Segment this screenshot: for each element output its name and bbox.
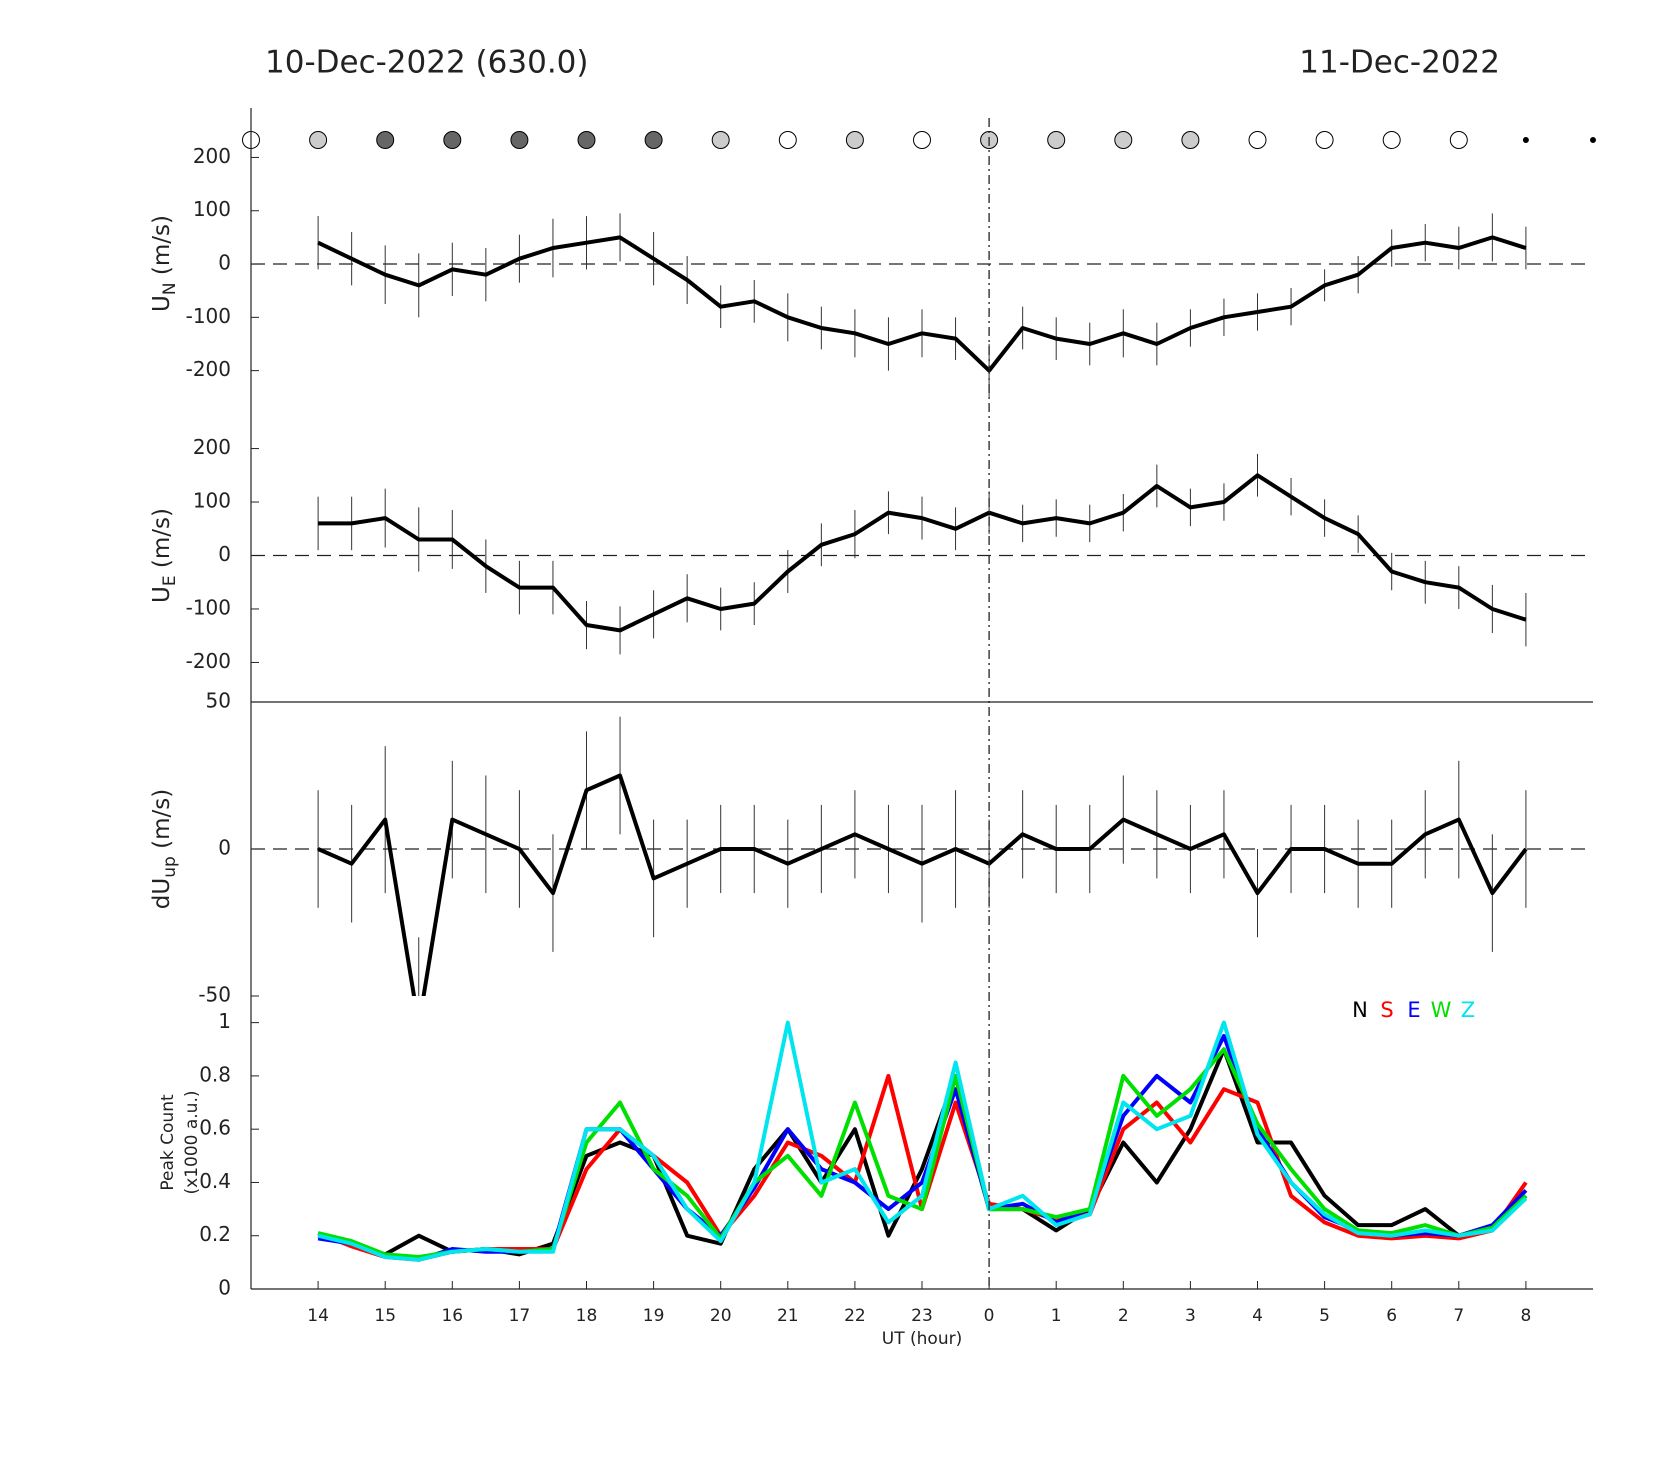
x-axis-label: UT (hour): [882, 1329, 962, 1349]
sky-marker: [376, 131, 395, 149]
y-axis-label: dUup (m/s): [149, 789, 181, 909]
legend-entry: N: [1352, 998, 1368, 1022]
panel: [251, 213, 1593, 398]
legend-entry: E: [1407, 998, 1420, 1022]
sky-marker: [309, 131, 328, 149]
legend-entry: S: [1380, 998, 1393, 1022]
x-tick-label: 7: [1453, 1306, 1464, 1326]
legend-entry: W: [1431, 998, 1452, 1022]
y-label-unit: (m/s): [149, 789, 175, 856]
sky-marker: [1047, 131, 1066, 149]
y-tick-label: 0: [218, 1276, 231, 1300]
x-tick-label: 14: [307, 1306, 329, 1326]
panel: [317, 1020, 1528, 1262]
x-tick-label: 22: [844, 1306, 866, 1326]
panel: [251, 453, 1593, 655]
y-tick-label: 0.2: [199, 1222, 231, 1246]
x-tick-label: 20: [710, 1306, 732, 1326]
sky-marker: [510, 131, 529, 149]
panel: [251, 716, 1593, 996]
x-tick-label: 18: [576, 1306, 598, 1326]
y-axis-label: UE (m/s): [149, 508, 181, 603]
y-tick-label: 0.6: [199, 1116, 231, 1140]
y-tick-label: -200: [186, 649, 231, 673]
y-tick-label: -100: [186, 304, 231, 328]
sky-marker: [845, 131, 864, 149]
x-tick-label: 19: [643, 1306, 665, 1326]
y-tick-label: 100: [193, 197, 231, 221]
x-tick-label: 5: [1319, 1306, 1330, 1326]
sky-marker: [778, 131, 797, 149]
sky-marker: [1449, 131, 1468, 149]
y-tick-label: 100: [193, 489, 231, 513]
sky-marker: [577, 131, 596, 149]
y-tick-label: -200: [186, 357, 231, 381]
y-label-unit: (m/s): [149, 215, 175, 282]
title-right: 11-Dec-2022: [1299, 45, 1500, 81]
title-left: 10-Dec-2022 (630.0): [265, 45, 589, 81]
y-axis-label: (x1000 a.u.): [182, 1091, 202, 1195]
x-tick-label: 21: [777, 1306, 799, 1326]
data-line: [317, 235, 1527, 373]
y-axis-label: UN (m/s): [149, 215, 181, 312]
y-tick-label: 50: [206, 689, 231, 713]
y-tick-label: 0: [218, 542, 231, 566]
x-tick-label: 8: [1520, 1306, 1531, 1326]
y-tick-label: -100: [186, 595, 231, 619]
sky-marker: [1522, 137, 1529, 143]
sky-marker: [1181, 131, 1200, 149]
x-tick-label: 16: [441, 1306, 463, 1326]
y-tick-label: 0.4: [199, 1169, 231, 1193]
y-label-main: dU: [149, 878, 175, 909]
sky-marker: [1590, 137, 1596, 143]
sky-marker: [711, 131, 730, 149]
x-tick-label: 3: [1185, 1306, 1196, 1326]
sky-marker: [913, 131, 931, 149]
sky-marker: [1382, 131, 1401, 149]
sky-marker: [1248, 131, 1267, 149]
y-label-main: U: [149, 295, 175, 312]
sky-marker: [443, 131, 462, 149]
y-label-unit: (m/s): [149, 508, 175, 575]
data-line: [317, 773, 1528, 996]
y-label-sub: up: [160, 856, 180, 878]
y-label-sub: E: [160, 575, 180, 586]
y-tick-label: 200: [193, 435, 231, 459]
y-tick-label: 1: [218, 1009, 231, 1033]
x-tick-label: 4: [1252, 1306, 1263, 1326]
y-tick-label: 0: [218, 251, 231, 275]
y-label-sub: N: [160, 282, 180, 295]
x-tick-label: 17: [509, 1306, 531, 1326]
sky-marker: [1315, 131, 1334, 149]
sky-marker: [1114, 131, 1133, 149]
series-line: [317, 1047, 1528, 1257]
x-tick-label: 6: [1386, 1306, 1397, 1326]
y-tick-label: -50: [198, 983, 231, 1007]
y-tick-label: 0: [218, 836, 231, 860]
x-tick-label: 1: [1051, 1306, 1062, 1326]
y-axis-label: Peak Count: [158, 1094, 178, 1191]
y-label-main: U: [149, 586, 175, 603]
legend-entry: Z: [1461, 998, 1475, 1022]
y-tick-label: 200: [193, 144, 231, 168]
y-tick-label: 0.8: [199, 1062, 231, 1086]
sky-marker: [644, 131, 663, 149]
x-tick-label: 15: [374, 1306, 396, 1326]
x-tick-label: 23: [911, 1306, 933, 1326]
x-tick-label: 0: [984, 1306, 995, 1326]
data-line: [318, 473, 1527, 633]
series-line: [317, 1020, 1528, 1262]
x-tick-label: 2: [1118, 1306, 1129, 1326]
